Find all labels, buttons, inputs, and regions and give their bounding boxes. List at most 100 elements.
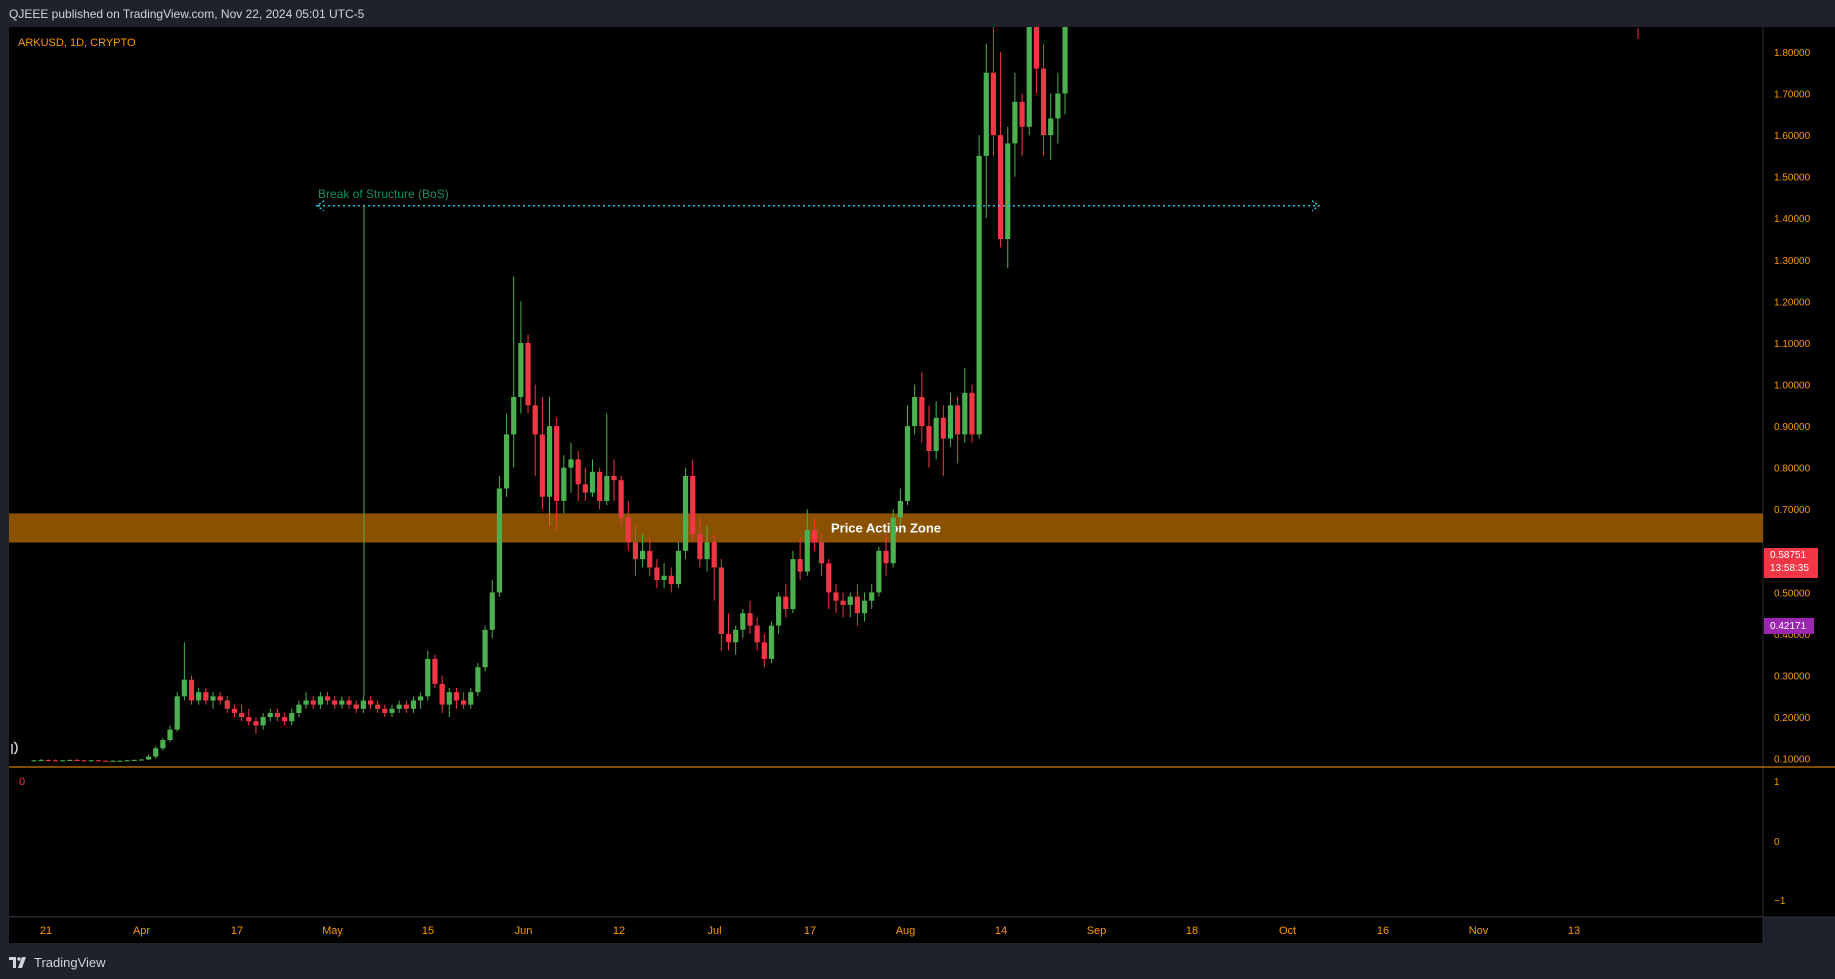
candle-body [246,717,252,722]
indicator-value-label: 0 [19,776,25,788]
price-tick-label: 1.80000 [1774,48,1811,59]
candle-body [375,704,381,709]
candle-body [904,426,911,501]
candle-body [317,696,323,705]
price-axis-ticks: 1.80000 1.70000 1.60000 1.50000 1.40000 1.300… [1774,48,1811,766]
indicator-pane[interactable] [9,770,1763,916]
candle-body [589,471,596,493]
candle-body [131,759,137,761]
candle-body [618,480,624,518]
candle-body [425,658,431,697]
candle-body [188,679,195,701]
candle-body [532,405,538,435]
candle-body [768,625,775,659]
candle-body [339,700,345,705]
candle-body [747,613,753,626]
candle-body [160,739,166,749]
price-pane[interactable] [9,27,1763,770]
candle-body [260,717,266,726]
candle-body [525,342,531,406]
purple-price-value: 0.42171 [1770,621,1807,632]
candle-body [575,459,581,485]
candle-body [840,600,846,605]
candle-body [847,596,853,605]
candle-body [1040,68,1047,136]
candle-body [682,475,689,551]
time-tick-label: 17 [804,925,816,937]
purple-price-tag[interactable]: 0.42171 [1764,617,1814,634]
publish-header: QJEEE published on TradingView.com, Nov … [0,0,1835,27]
price-tick-label: 0.90000 [1774,422,1811,433]
tradingview-logo-icon [9,956,26,968]
time-tick-label: 16 [1377,925,1389,937]
candle-body [74,759,80,761]
indicator-ticks: 1 0 −1 [1774,777,1786,907]
candle-body [1062,27,1068,94]
candle-body [503,434,510,489]
candle-body [432,658,438,684]
price-tick-label: 1.00000 [1774,381,1811,392]
price-tick-label: 1.60000 [1774,131,1811,142]
candle-body [661,575,667,580]
candle-body [625,517,631,543]
time-tick-label: Oct [1279,925,1296,937]
price-tick-label: 0.80000 [1774,464,1811,475]
bos-arrow-right [1311,200,1321,212]
candle-body [933,417,939,452]
candle-body [1026,27,1032,127]
candle-body [482,629,488,668]
candle-body [811,530,818,543]
time-tick-label: 14 [995,925,1007,937]
price-tick-label: 1.30000 [1774,256,1811,267]
bos-label: Break of Structure (BoS) [318,187,449,201]
time-tick-label: Apr [133,925,150,937]
candle-body [675,550,681,585]
candle-body [826,563,832,593]
candle-body [926,426,932,452]
indicator-tick: −1 [1774,896,1786,907]
price-axis-panel[interactable] [1763,27,1835,917]
candle-body [568,459,574,468]
candle-body [955,405,961,435]
candle-body [410,700,417,709]
candle-body [854,596,860,614]
candle-body [833,592,839,601]
candle-body [289,712,295,722]
time-axis-ticks: 21 Apr 17 May 15 Jun 12 Jul 17 Aug 14 Sep 18 Oct 16 Nov… [40,925,1580,937]
time-axis-panel[interactable] [9,917,1763,943]
candle-body [1019,101,1025,127]
price-tick-label: 0.10000 [1774,755,1811,766]
candle-body [1033,27,1039,69]
candle-body [797,559,803,572]
candle-body [396,704,402,709]
candle-body [38,759,44,761]
candle-body [998,135,1004,240]
last-price-tag[interactable]: 0.58751 13:58:35 [1764,548,1818,579]
candle-body [819,542,825,564]
candle-body [969,392,975,435]
price-chart[interactable]: Price Action Zone Break of Structure (Bo… [0,27,1835,944]
candle-body [976,155,982,435]
candle-body [203,692,209,701]
candle-body [224,700,230,709]
candle-body [990,72,997,136]
candle-body [962,392,968,435]
time-tick-label: Sep [1087,925,1107,937]
time-tick-label: 18 [1186,925,1198,937]
candle-body [697,534,703,560]
candle-body [360,700,366,709]
candle-body [181,679,187,697]
candle-body [546,426,553,497]
candle-body [217,696,223,701]
candle-body [439,683,445,705]
candle-body [561,467,567,501]
candle-body [704,542,710,560]
candle-body [382,708,388,713]
price-tick-label: 0.40000 [1774,630,1811,641]
candle-body [253,721,259,726]
candle-body [776,596,782,626]
symbol-label[interactable]: ARKUSD, 1D, CRYPTO [18,37,136,49]
candle-body [296,704,302,713]
scroll-handle-icon[interactable] [11,741,18,755]
tradingview-logo[interactable]: TradingView [9,955,106,970]
